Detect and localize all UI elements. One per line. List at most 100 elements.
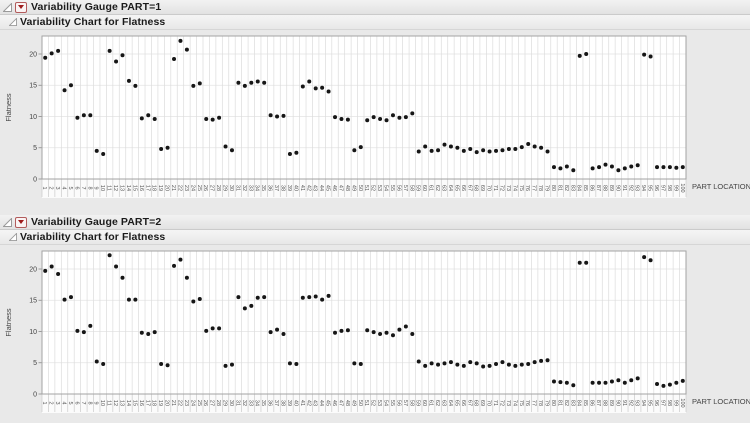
- svg-text:9: 9: [93, 186, 99, 189]
- svg-text:91: 91: [621, 400, 627, 406]
- svg-text:22: 22: [176, 400, 182, 406]
- svg-text:19: 19: [157, 185, 163, 191]
- svg-text:54: 54: [383, 400, 389, 406]
- disclosure-triangle-icon[interactable]: [9, 233, 17, 241]
- svg-text:87: 87: [595, 400, 601, 406]
- svg-text:20: 20: [29, 51, 37, 58]
- svg-text:17: 17: [144, 400, 150, 406]
- svg-text:62: 62: [434, 400, 440, 406]
- svg-text:23: 23: [183, 185, 189, 191]
- svg-text:82: 82: [563, 185, 569, 191]
- svg-text:61: 61: [428, 400, 434, 406]
- svg-text:2: 2: [48, 186, 54, 189]
- svg-text:7: 7: [80, 186, 86, 189]
- svg-text:85: 85: [582, 400, 588, 406]
- svg-text:42: 42: [305, 185, 311, 191]
- svg-text:46: 46: [331, 400, 337, 406]
- svg-text:16: 16: [138, 185, 144, 191]
- svg-text:10: 10: [99, 185, 105, 191]
- svg-text:49: 49: [350, 400, 356, 406]
- panel2-chart-header: Variability Chart for Flatness: [0, 230, 750, 245]
- svg-text:27: 27: [209, 185, 215, 191]
- svg-text:48: 48: [344, 185, 350, 191]
- svg-text:48: 48: [344, 400, 350, 406]
- svg-text:40: 40: [292, 185, 298, 191]
- svg-text:54: 54: [383, 185, 389, 191]
- svg-text:73: 73: [505, 185, 511, 191]
- svg-text:66: 66: [460, 185, 466, 191]
- svg-text:99: 99: [672, 185, 678, 191]
- svg-text:58: 58: [408, 185, 414, 191]
- svg-text:20: 20: [164, 185, 170, 191]
- svg-text:PART LOCATION: PART LOCATION: [692, 182, 750, 191]
- disclosure-triangle-icon[interactable]: [3, 2, 12, 12]
- svg-text:89: 89: [608, 400, 614, 406]
- svg-text:67: 67: [466, 400, 472, 406]
- svg-text:76: 76: [524, 400, 530, 406]
- panel1-outline-header: Variability Gauge PART=1: [0, 0, 750, 15]
- disclosure-triangle-icon[interactable]: [3, 217, 12, 227]
- svg-text:24: 24: [189, 185, 195, 191]
- svg-text:30: 30: [228, 400, 234, 406]
- svg-text:15: 15: [131, 400, 137, 406]
- svg-text:53: 53: [376, 400, 382, 406]
- svg-text:28: 28: [215, 185, 221, 191]
- svg-text:5: 5: [33, 145, 37, 152]
- svg-text:77: 77: [531, 185, 537, 191]
- svg-text:70: 70: [486, 185, 492, 191]
- svg-text:44: 44: [318, 400, 324, 406]
- svg-text:2: 2: [48, 401, 54, 404]
- svg-text:21: 21: [170, 185, 176, 191]
- svg-text:39: 39: [286, 185, 292, 191]
- svg-text:97: 97: [659, 185, 665, 191]
- svg-text:Flatness: Flatness: [4, 308, 13, 337]
- svg-text:31: 31: [234, 400, 240, 406]
- svg-text:98: 98: [666, 400, 672, 406]
- panel1-title: Variability Gauge PART=1: [31, 1, 162, 13]
- svg-text:73: 73: [505, 400, 511, 406]
- svg-text:41: 41: [299, 400, 305, 406]
- svg-text:9: 9: [93, 401, 99, 404]
- red-triangle-icon: [18, 220, 24, 224]
- svg-text:52: 52: [370, 185, 376, 191]
- svg-text:65: 65: [453, 185, 459, 191]
- svg-text:69: 69: [479, 185, 485, 191]
- svg-text:68: 68: [473, 400, 479, 406]
- svg-text:55: 55: [389, 400, 395, 406]
- svg-text:88: 88: [602, 185, 608, 191]
- svg-text:86: 86: [589, 185, 595, 191]
- red-triangle-menu-button[interactable]: [15, 1, 27, 13]
- svg-text:75: 75: [518, 400, 524, 406]
- svg-text:74: 74: [511, 185, 517, 191]
- svg-text:50: 50: [357, 400, 363, 406]
- svg-text:36: 36: [267, 400, 273, 406]
- svg-text:96: 96: [653, 185, 659, 191]
- svg-text:64: 64: [447, 400, 453, 406]
- svg-text:59: 59: [415, 185, 421, 191]
- svg-text:11: 11: [106, 400, 112, 406]
- svg-text:52: 52: [370, 400, 376, 406]
- red-triangle-menu-button[interactable]: [15, 216, 27, 228]
- svg-text:29: 29: [222, 400, 228, 406]
- svg-text:63: 63: [441, 400, 447, 406]
- svg-text:93: 93: [634, 400, 640, 406]
- svg-text:90: 90: [614, 400, 620, 406]
- svg-text:33: 33: [247, 400, 253, 406]
- svg-text:14: 14: [125, 185, 131, 191]
- svg-text:51: 51: [363, 400, 369, 406]
- svg-text:50: 50: [357, 185, 363, 191]
- svg-text:67: 67: [466, 185, 472, 191]
- svg-text:79: 79: [544, 400, 550, 406]
- svg-text:45: 45: [325, 400, 331, 406]
- svg-text:4: 4: [61, 401, 67, 404]
- svg-text:55: 55: [389, 185, 395, 191]
- svg-text:65: 65: [453, 400, 459, 406]
- svg-text:92: 92: [627, 400, 633, 406]
- svg-text:18: 18: [151, 185, 157, 191]
- svg-text:46: 46: [331, 185, 337, 191]
- svg-text:77: 77: [531, 400, 537, 406]
- svg-text:68: 68: [473, 185, 479, 191]
- disclosure-triangle-icon[interactable]: [9, 18, 17, 26]
- panel2-outline-header: Variability Gauge PART=2: [0, 215, 750, 230]
